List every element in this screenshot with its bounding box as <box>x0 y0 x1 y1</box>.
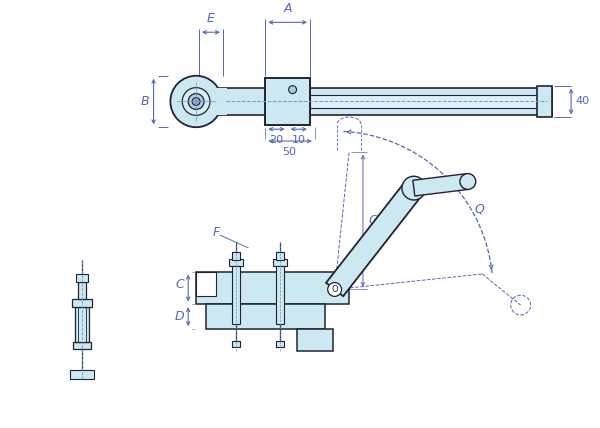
Text: C: C <box>175 277 184 291</box>
Bar <box>232 341 239 347</box>
Bar <box>232 252 239 260</box>
Bar <box>273 259 287 266</box>
Text: B: B <box>141 95 149 108</box>
Text: 50: 50 <box>283 147 296 157</box>
Text: A: A <box>283 3 292 15</box>
Bar <box>232 266 239 324</box>
Polygon shape <box>413 174 469 196</box>
Bar <box>310 95 538 108</box>
Text: B: B <box>386 224 395 238</box>
Bar <box>196 272 216 297</box>
Bar <box>297 329 332 351</box>
Bar <box>73 342 91 349</box>
Bar <box>76 273 88 282</box>
Bar <box>196 88 227 115</box>
Text: 20: 20 <box>269 135 284 145</box>
Bar <box>229 259 242 266</box>
Bar <box>216 88 553 115</box>
Text: 40: 40 <box>575 96 589 107</box>
Text: E: E <box>207 12 215 25</box>
Circle shape <box>402 176 425 200</box>
Circle shape <box>289 86 296 94</box>
Bar <box>79 282 86 299</box>
Text: Q: Q <box>474 202 484 215</box>
Text: F: F <box>213 226 220 238</box>
Bar <box>73 299 92 307</box>
Text: G: G <box>369 214 379 227</box>
Circle shape <box>188 94 204 110</box>
Circle shape <box>328 282 341 297</box>
Bar <box>276 266 284 324</box>
Bar <box>265 78 310 125</box>
Circle shape <box>460 174 476 190</box>
Bar <box>196 272 349 304</box>
Polygon shape <box>326 181 422 296</box>
Bar <box>76 307 89 342</box>
Text: 10: 10 <box>292 135 306 145</box>
Circle shape <box>192 98 200 105</box>
Bar <box>276 341 284 347</box>
Circle shape <box>182 88 210 115</box>
Bar <box>538 86 553 117</box>
Circle shape <box>170 76 222 127</box>
Text: O: O <box>331 285 338 294</box>
Text: D: D <box>175 310 184 323</box>
Bar <box>70 370 94 378</box>
Bar <box>276 252 284 260</box>
Bar <box>206 304 325 329</box>
